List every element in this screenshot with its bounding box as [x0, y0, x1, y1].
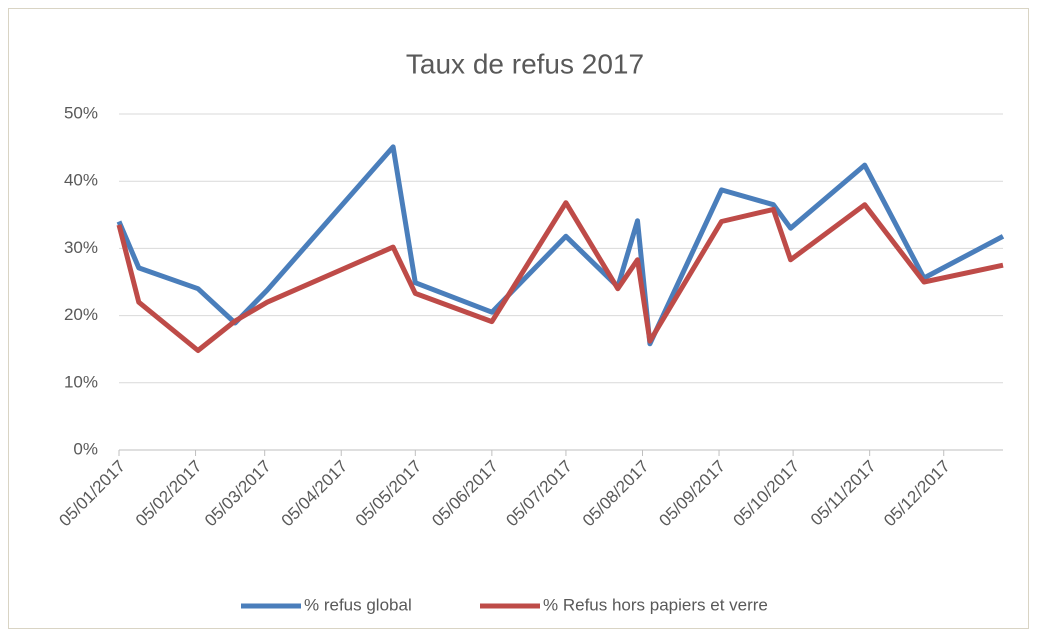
chart-title: Taux de refus 2017	[406, 48, 644, 79]
y-tick-label: 50%	[64, 103, 98, 122]
y-tick-label: 40%	[64, 171, 98, 190]
series-line	[116, 144, 1005, 347]
legend-label: % refus global	[304, 595, 412, 614]
y-tick-label: 10%	[64, 372, 98, 391]
y-tick-label: 20%	[64, 305, 98, 324]
legend-label: % Refus hors papiers et verre	[543, 595, 768, 614]
y-tick-label: 0%	[73, 439, 98, 458]
y-tick-label: 30%	[64, 238, 98, 257]
series-line	[116, 200, 1004, 353]
chart-border	[8, 8, 1029, 629]
